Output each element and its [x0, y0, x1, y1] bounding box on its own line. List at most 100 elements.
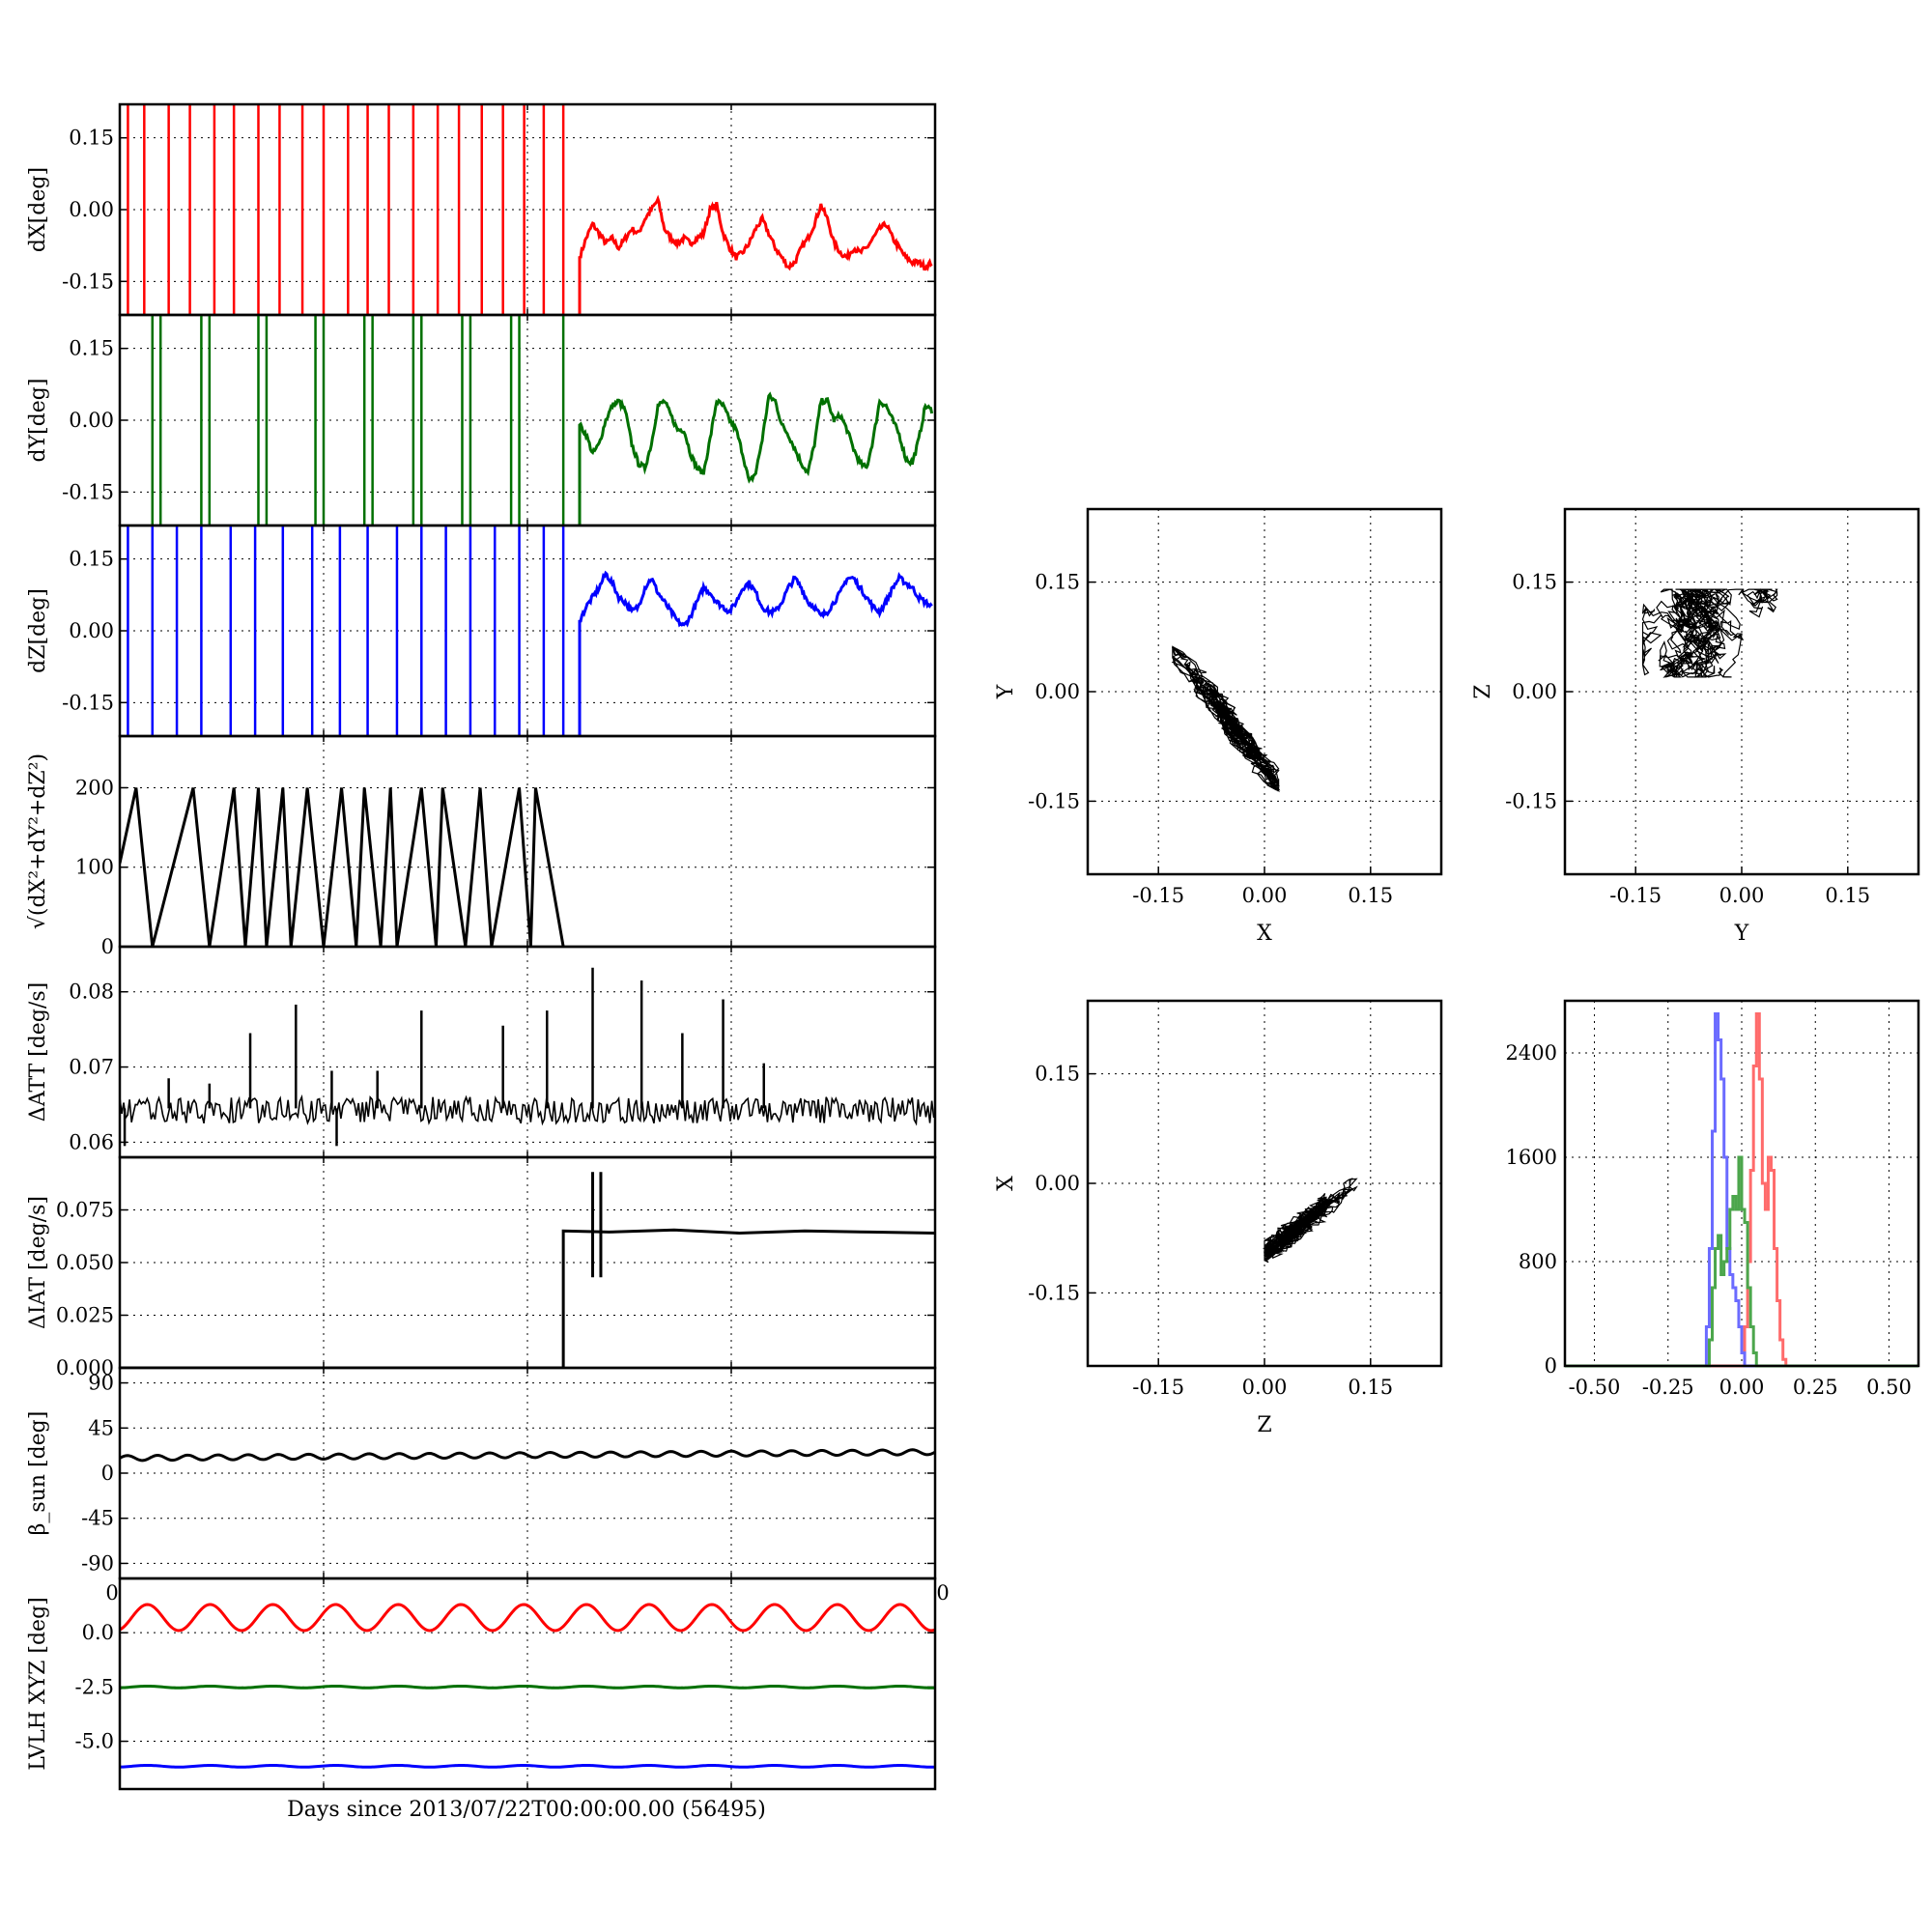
y-tick-label: 0.15 [69, 548, 114, 571]
x-axis-label: X [1257, 922, 1272, 946]
y-tick-label: 800 [1519, 1250, 1557, 1273]
series-line [120, 1764, 935, 1769]
y-tick-label: -0.15 [1028, 1281, 1080, 1304]
y-tick-label: 0.00 [69, 409, 114, 432]
panel-dIAT: 0.075 0.050 0.025 0.000 ΔIAT [deg/s] [26, 1155, 937, 1379]
x-tick-label: 0 [936, 1581, 949, 1605]
axes-frame [118, 945, 937, 1159]
y-tick-label: -45 [81, 1507, 114, 1530]
y-axis-label: Y [994, 684, 1018, 699]
y-tick-label: -90 [81, 1551, 114, 1575]
plot-area [151, 315, 934, 526]
axes-frame [1563, 999, 1920, 1368]
panel-hist: -0.50 -0.25 0.00 0.25 0.50 2400 1600 800 0 [1506, 999, 1920, 1399]
x-tick-label: 0.00 [1719, 884, 1765, 907]
y-tick-label: 0.15 [69, 127, 114, 150]
panel-lvlh: 0.0 -2.5 -5.0 LVLH XYZ [deg] [26, 1577, 937, 1791]
series-line [120, 1094, 935, 1126]
y-tick-label: -5.0 [75, 1730, 115, 1753]
y-axis-label: dX[deg] [26, 167, 50, 252]
axes-frame [1086, 507, 1443, 876]
panel-norm: 200 100 0 √(dX²+dY²+dZ²) [26, 734, 937, 958]
y-tick-label: 0.00 [1035, 680, 1080, 703]
y-axis-label: dZ[deg] [26, 588, 50, 673]
axes-frame [1086, 999, 1443, 1368]
panel-dX: 0.15 0.00 -0.15 dX[deg] [26, 102, 937, 317]
x-tick-label: 0.15 [1825, 884, 1870, 907]
y-tick-label: 0.0 [82, 1621, 114, 1644]
y-axis-label: ΔIAT [deg/s] [26, 1196, 50, 1329]
panel-beta: 90 45 0 -45 -90 β_sun [deg] 0 0 [26, 1366, 950, 1605]
axes-frame [118, 1577, 937, 1791]
series-line [578, 194, 933, 315]
y-axis-label: Z [1471, 684, 1495, 698]
x-tick-label: -0.15 [1132, 884, 1184, 907]
panel-dATT: 0.08 0.07 0.06 ΔATT [deg/s] [26, 945, 937, 1159]
plot-area [127, 526, 933, 736]
x-tick-label: 0 [105, 1581, 118, 1605]
y-tick-label: 0.08 [69, 980, 114, 1004]
y-tick-label: 0.000 [56, 1356, 114, 1379]
y-tick-label: 0.06 [69, 1130, 114, 1153]
plot-area [120, 1172, 935, 1368]
y-tick-label: -0.15 [62, 480, 114, 503]
series-line [578, 570, 933, 736]
y-tick-label: -0.15 [62, 691, 114, 714]
y-tick-label: 0 [101, 1462, 114, 1485]
y-tick-label: 90 [88, 1372, 114, 1395]
y-tick-label: 0.15 [1035, 1063, 1080, 1086]
x-tick-label: -0.15 [1132, 1376, 1184, 1399]
y-tick-label: 100 [75, 856, 114, 879]
x-tick-label: 0.00 [1242, 1376, 1288, 1399]
y-tick-label: 0.00 [69, 198, 114, 221]
panel-YZ: -0.15 0.00 0.15 0.15 0.00 -0.15 Y Z [1471, 507, 1920, 946]
x-tick-label: 0.50 [1866, 1376, 1912, 1399]
series-line [120, 1684, 935, 1690]
axes-frame [1563, 507, 1920, 876]
series-line [578, 391, 934, 526]
plot-area [120, 1448, 935, 1463]
histogram-series [1565, 1012, 1918, 1368]
y-axis-label: LVLH XYZ [deg] [26, 1597, 50, 1771]
x-tick-label: -0.15 [1609, 884, 1662, 907]
scatter-trace [1641, 588, 1778, 678]
x-tick-label: 0.00 [1242, 884, 1288, 907]
series-line [120, 1603, 935, 1633]
y-axis-label: β_sun [deg] [26, 1411, 50, 1536]
x-tick-label: 0.15 [1348, 1376, 1393, 1399]
y-tick-label: 0.15 [1512, 571, 1557, 594]
series-line [120, 1228, 935, 1368]
y-tick-label: 0.07 [69, 1056, 114, 1079]
x-tick-label: -0.25 [1642, 1376, 1694, 1399]
y-tick-label: 0.075 [56, 1199, 114, 1222]
x-tick-label: 0.25 [1793, 1376, 1838, 1399]
x-tick-label: -0.50 [1569, 1376, 1621, 1399]
y-tick-label: 0.15 [1035, 571, 1080, 594]
y-axis-label: √(dX²+dY²+dZ²) [26, 753, 50, 929]
y-tick-label: 200 [75, 776, 114, 799]
y-tick-label: -0.15 [1505, 789, 1557, 812]
y-tick-label: 0.025 [56, 1304, 114, 1327]
panel-ZX: -0.15 0.00 0.15 0.15 0.00 -0.15 Z X [994, 999, 1443, 1437]
x-axis-label: Y [1734, 922, 1749, 946]
y-tick-label: 1600 [1506, 1146, 1557, 1169]
panel-XY: -0.15 0.00 0.15 0.15 0.00 -0.15 X Y [994, 507, 1443, 946]
x-axis-label: Z [1257, 1413, 1271, 1437]
y-tick-label: 0 [1545, 1354, 1557, 1378]
plot-area [120, 967, 935, 1147]
plot-area [120, 1603, 935, 1769]
scatter-trace [1262, 1178, 1358, 1264]
x-tick-label: 0.15 [1348, 884, 1393, 907]
y-tick-label: -2.5 [75, 1675, 115, 1698]
panel-dZ: 0.15 0.00 -0.15 dZ[deg] [26, 524, 937, 738]
series-line [120, 1448, 935, 1463]
plot-area [120, 787, 565, 947]
y-tick-label: 0 [101, 935, 114, 958]
y-tick-label: 45 [88, 1416, 114, 1439]
x-axis-label: Days since 2013/07/22T00:00:00.00 (56495… [287, 1798, 766, 1822]
x-tick-label: 0.00 [1719, 1376, 1765, 1399]
y-axis-label: ΔATT [deg/s] [26, 982, 50, 1122]
scatter-trace [1171, 645, 1281, 793]
y-tick-label: 0.00 [1035, 1172, 1080, 1195]
